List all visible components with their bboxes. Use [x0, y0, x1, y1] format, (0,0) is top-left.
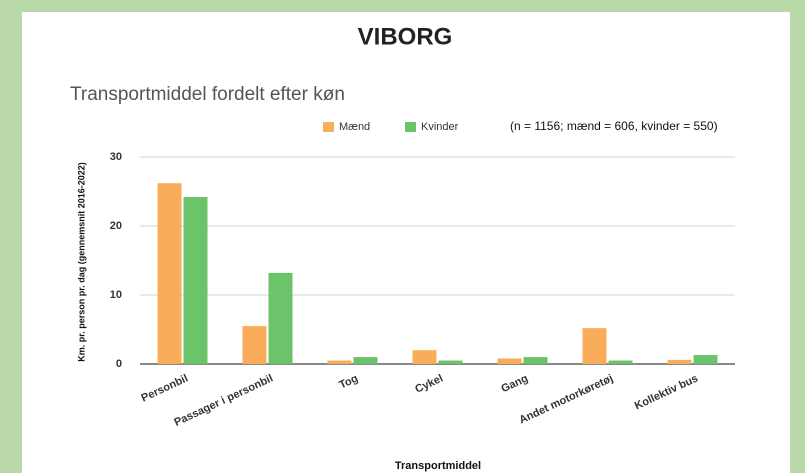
legend-swatch: [405, 122, 416, 132]
legend-swatch: [323, 122, 334, 132]
bar: [667, 359, 692, 364]
bar: [523, 357, 548, 364]
y-axis-label: Km. pr. person pr. dag (gennemsnit 2016-…: [76, 162, 86, 362]
legend-label: Mænd: [339, 121, 370, 133]
bar: [608, 360, 633, 364]
bar: [327, 360, 352, 364]
bar: [183, 197, 208, 364]
bar: [693, 355, 718, 364]
annotation: (n = 1156; mænd = 606, kvinder = 550): [510, 119, 718, 133]
bar: [412, 350, 437, 364]
y-tick-label: 20: [110, 220, 122, 232]
chart-title: Transportmiddel fordelt efter køn: [70, 84, 345, 105]
x-axis-label: Transportmiddel: [395, 460, 481, 472]
bar: [438, 360, 463, 364]
y-tick-label: 30: [110, 151, 122, 163]
y-tick-label: 10: [110, 289, 122, 301]
page-title: VIBORG: [358, 23, 453, 50]
bar: [353, 357, 378, 364]
bar: [497, 358, 522, 364]
legend-label: Kvinder: [421, 121, 459, 133]
panel: [22, 12, 790, 473]
y-tick-label: 0: [116, 358, 122, 370]
bar: [242, 326, 267, 364]
bar: [268, 272, 293, 364]
bar: [157, 183, 182, 364]
bar: [582, 328, 607, 364]
